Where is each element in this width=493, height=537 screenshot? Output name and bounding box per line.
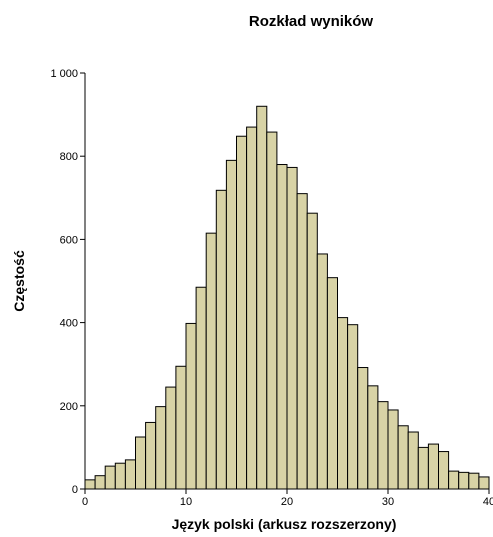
histogram-bar [266, 131, 278, 490]
x-axis-label: Język polski (arkusz rozszerzony) [172, 516, 397, 532]
histogram-bar [165, 386, 177, 490]
y-axis-label: Częstość [11, 250, 27, 312]
histogram-bar [468, 472, 480, 490]
histogram-bar [135, 436, 147, 490]
x-tick-label: 40 [483, 496, 493, 508]
histogram-bar [246, 126, 258, 490]
y-tick-label: 200 [60, 401, 78, 413]
histogram-bar [236, 135, 248, 490]
histogram-bar [145, 421, 157, 490]
histogram-bar [316, 253, 328, 490]
histogram-bar [306, 212, 318, 490]
histogram-bar [387, 409, 399, 490]
histogram-bar [326, 277, 338, 490]
y-tick-label: 600 [60, 234, 78, 246]
histogram-bar [276, 164, 288, 490]
histogram-bar [417, 446, 429, 490]
histogram-bar [185, 322, 197, 490]
histogram-bar [448, 470, 460, 490]
histogram-bar [286, 166, 298, 490]
histogram-bar [256, 105, 268, 490]
histogram-bar [427, 443, 439, 490]
histogram-bar [175, 365, 187, 490]
x-tick-label: 20 [281, 496, 293, 508]
histogram-bar [478, 476, 490, 490]
histogram-bar [397, 425, 409, 490]
histogram-bar [124, 459, 137, 490]
histogram-bar [205, 232, 217, 490]
histogram-bar [367, 385, 379, 490]
chart-title: Rozkład wyników [249, 13, 374, 30]
y-axis-ticks: 0 200 400 600 800 1 000 [50, 68, 85, 496]
histogram-bars [84, 105, 490, 490]
histogram-bar [215, 189, 227, 490]
histogram-bar [347, 324, 359, 490]
histogram-bar [407, 431, 419, 490]
histogram-bar [357, 367, 369, 490]
y-tick-label: 0 [72, 484, 78, 496]
y-tick-label: 400 [60, 318, 78, 330]
x-tick-label: 0 [82, 496, 88, 508]
histogram-bar [114, 462, 126, 490]
histogram-bar [377, 401, 389, 490]
y-tick-label: 800 [60, 151, 78, 163]
histogram-bar [155, 406, 167, 490]
histogram-bar [458, 471, 470, 490]
y-tick-label: 1 000 [50, 68, 78, 80]
histogram-bar [296, 193, 308, 490]
x-tick-label: 30 [382, 496, 394, 508]
histogram-bar [195, 286, 207, 490]
x-tick-label: 10 [180, 496, 192, 508]
histogram-bar [94, 475, 106, 490]
histogram-bar [438, 451, 450, 490]
histogram-bar [225, 159, 237, 490]
histogram-bar [337, 317, 349, 490]
histogram-bar [104, 465, 116, 490]
histogram-bar [84, 479, 96, 490]
x-axis-ticks: 0 10 20 30 40 [82, 489, 493, 508]
